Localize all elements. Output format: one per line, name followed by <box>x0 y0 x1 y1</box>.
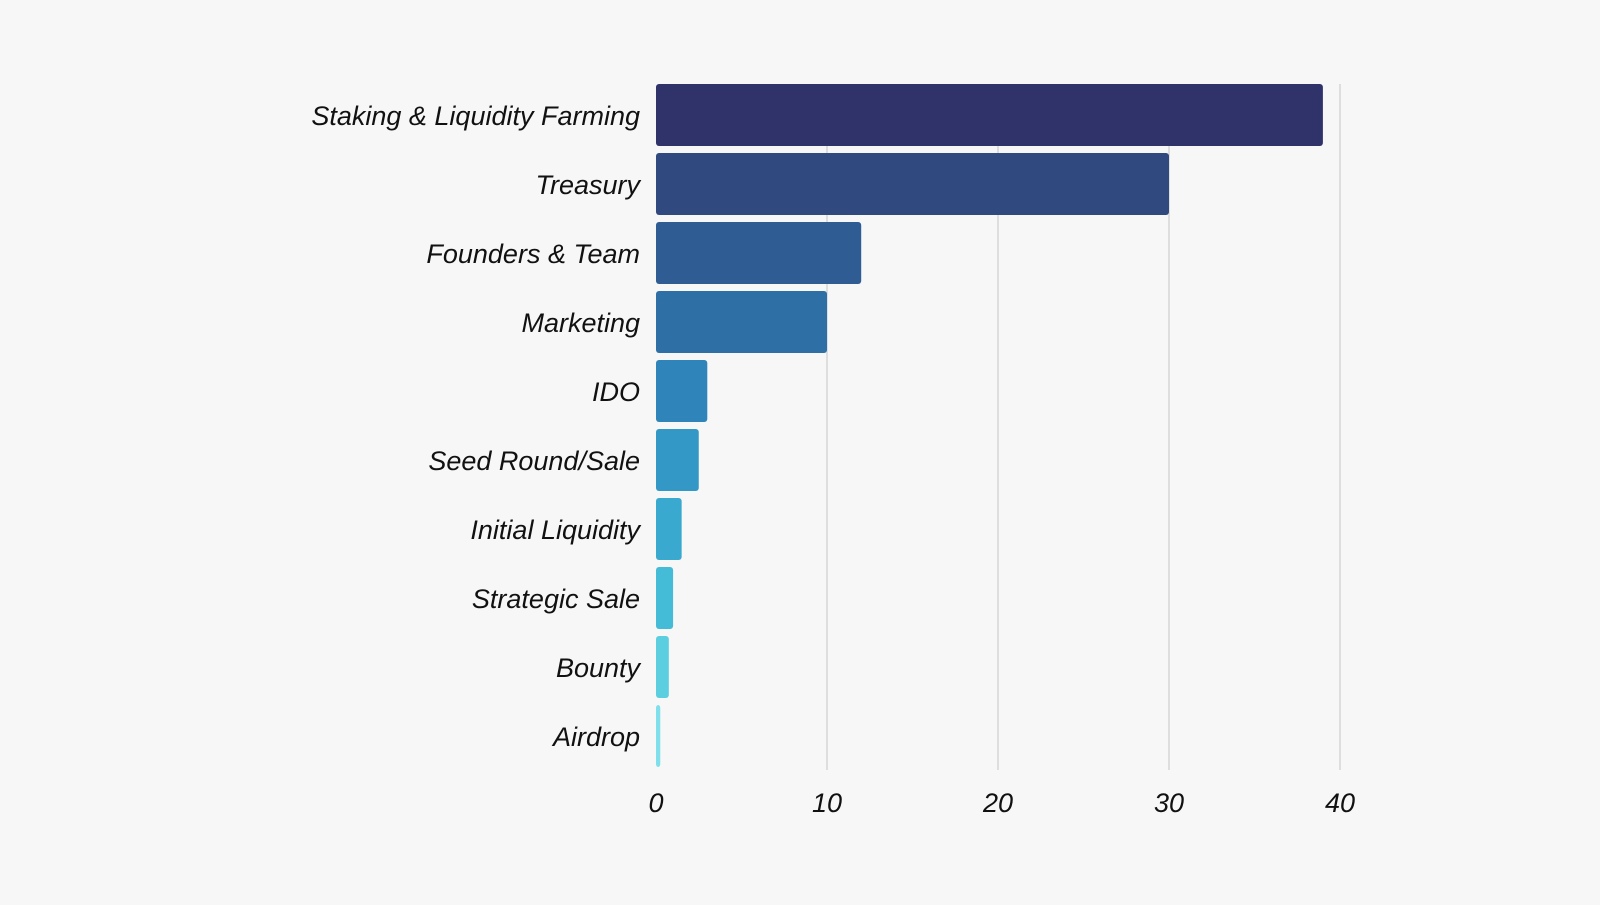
x-axis-ticks: 0 10 20 30 40 <box>648 788 1355 818</box>
x-tick-label: 0 <box>648 788 663 818</box>
bar <box>656 498 682 560</box>
x-tick-label: 30 <box>1154 788 1184 818</box>
bars <box>656 84 1323 767</box>
x-tick-label: 10 <box>812 788 842 818</box>
bar <box>656 291 827 353</box>
x-tick-label: 20 <box>982 788 1013 818</box>
bar <box>656 429 699 491</box>
bar <box>656 636 669 698</box>
category-label: Initial Liquidity <box>470 515 641 545</box>
category-label: Airdrop <box>551 722 640 752</box>
bar <box>656 153 1169 215</box>
bar <box>656 705 661 767</box>
category-label: IDO <box>592 377 640 407</box>
category-label: Staking & Liquidity Farming <box>311 101 640 131</box>
category-labels: Staking & Liquidity Farming Treasury Found… <box>311 101 641 752</box>
category-label: Bounty <box>556 653 642 683</box>
category-label: Treasury <box>535 170 641 200</box>
bar <box>656 360 708 422</box>
category-label: Founders & Team <box>426 239 640 269</box>
category-label: Strategic Sale <box>472 584 640 614</box>
bar <box>656 84 1323 146</box>
bar <box>656 222 862 284</box>
bar <box>656 567 674 629</box>
x-tick-label: 40 <box>1325 788 1355 818</box>
category-label: Marketing <box>521 308 640 338</box>
category-label: Seed Round/Sale <box>428 446 640 476</box>
